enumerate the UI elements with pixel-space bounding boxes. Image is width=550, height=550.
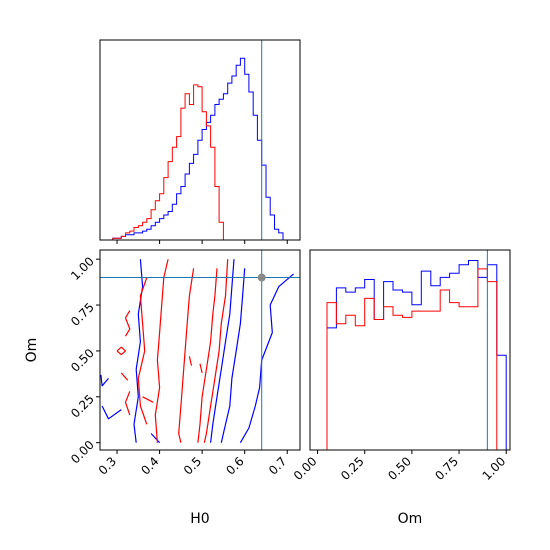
contour-x-tick-label: 0.5 xyxy=(181,454,204,477)
om-histogram-panel: 0.00 0.25 0.50 0.75 1.00 Om xyxy=(291,249,511,527)
contour-y-tick-label: 0.50 xyxy=(68,346,97,375)
om-hist-tick-label: 0.00 xyxy=(291,454,320,483)
contour-x-tick-label: 0.3 xyxy=(96,454,119,477)
y-axis-label: Om xyxy=(24,338,40,363)
contour-line-red xyxy=(137,277,148,425)
truth-marker xyxy=(257,273,266,282)
om-hist-tick-label: 1.00 xyxy=(480,454,509,483)
contour-line-red xyxy=(142,396,154,403)
contour-x-tick-label: 0.4 xyxy=(138,454,161,477)
contour-line-red xyxy=(124,310,131,337)
contour-line-blue xyxy=(101,405,122,420)
histogram-series-red xyxy=(100,84,288,240)
contour-x-ticks: 0.3 0.4 0.5 0.6 0.7 xyxy=(96,450,289,478)
contour-line-blue xyxy=(150,433,161,444)
contour-line-red xyxy=(154,259,169,443)
h0-histogram-series xyxy=(100,57,288,240)
om-x-axis-label: Om xyxy=(398,511,423,527)
contour-line-blue xyxy=(100,374,109,387)
contour-line-red xyxy=(120,372,129,381)
histogram-series-blue xyxy=(317,260,507,450)
contour-line-red xyxy=(178,268,195,443)
contour-line-blue xyxy=(220,268,246,443)
h0-histogram-ticks xyxy=(116,240,288,244)
om-hist-tick-label: 0.25 xyxy=(338,454,367,483)
om-histogram-ticks: 0.00 0.25 0.50 0.75 1.00 xyxy=(291,450,508,483)
om-hist-tick-label: 0.50 xyxy=(385,454,414,483)
contour-line-red xyxy=(116,346,127,356)
contour-frame xyxy=(99,249,301,451)
x-axis-label: H0 xyxy=(190,511,209,527)
contour-y-tick-label: 0.75 xyxy=(68,300,97,329)
om-histogram-frame xyxy=(309,249,511,451)
contour-x-tick-label: 0.7 xyxy=(266,454,289,477)
contour-line-red xyxy=(203,259,229,443)
contour-line-red xyxy=(199,363,203,374)
contour-y-ticks: 0.00 0.25 0.50 0.75 1.00 xyxy=(68,254,100,467)
contour-y-tick-label: 0.25 xyxy=(68,392,97,421)
contour-line-blue xyxy=(210,259,235,443)
contour-panel: 0.3 0.4 0.5 0.6 0.7 0.000.250.500.751.00 H0 … xyxy=(24,249,301,527)
h0-histogram-frame xyxy=(99,39,301,241)
contour-y-tick-label: 0.00 xyxy=(68,438,97,467)
contour-line-red xyxy=(197,268,218,443)
contour-line-red xyxy=(124,391,131,416)
contour-x-tick-label: 0.6 xyxy=(223,454,246,477)
h0-histogram-panel xyxy=(99,39,301,244)
contour-y-tick-label: 1.00 xyxy=(68,254,97,283)
contour-line-red xyxy=(188,356,193,366)
om-histogram-background xyxy=(310,250,510,450)
histogram-series-red xyxy=(317,268,507,450)
om-histogram-series xyxy=(317,260,507,450)
histogram-series-blue xyxy=(100,57,288,240)
om-hist-tick-label: 0.75 xyxy=(432,454,461,483)
